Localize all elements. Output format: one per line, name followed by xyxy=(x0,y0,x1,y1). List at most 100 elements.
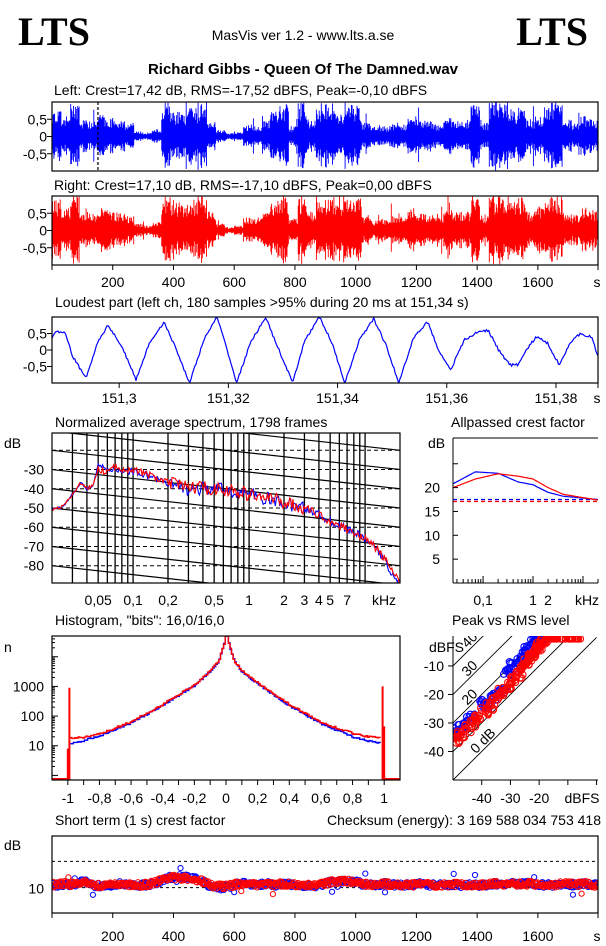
peak-rms-point-right xyxy=(574,636,583,643)
x-tick-label: -0,2 xyxy=(182,790,206,806)
peak-rms-point-right xyxy=(455,739,463,747)
x-tick-label: 0,6 xyxy=(311,790,331,806)
slope-reference-line xyxy=(52,507,400,548)
loudest-part-trace xyxy=(52,317,598,383)
crest-reference-line xyxy=(453,637,597,780)
x-unit-label: s xyxy=(594,928,601,944)
x-tick-label: 151,34 xyxy=(316,390,359,406)
y-tick-label: 0 xyxy=(39,129,47,145)
crest-line-label: 30 xyxy=(458,657,480,679)
allpassed-plot xyxy=(453,471,598,503)
histogram-frame xyxy=(51,635,401,781)
crest-point-right xyxy=(472,882,479,890)
x-tick-label: 1600 xyxy=(522,274,553,290)
x-tick-label: 1 xyxy=(529,592,537,608)
peak-rms-point-right xyxy=(506,677,515,685)
histogram-y-label: n xyxy=(4,639,12,655)
x-tick-label: 5 xyxy=(326,592,334,608)
allpassed-right-series xyxy=(453,473,598,501)
y-tick-label: 0,5 xyxy=(28,326,48,342)
peak-rms-point-right xyxy=(553,636,562,643)
peak-rms-point-right xyxy=(461,721,469,729)
peak-rms-point-right xyxy=(569,636,577,643)
x-unit-label: s xyxy=(594,390,601,406)
x-tick-label: -0,8 xyxy=(87,790,111,806)
x-unit-label: s xyxy=(594,274,601,290)
lts-logo-left: LTS xyxy=(18,9,90,54)
x-tick-label: 2 xyxy=(280,592,288,608)
crest-point-left xyxy=(177,865,184,872)
y-tick-label: -50 xyxy=(24,500,44,516)
y-tick-label: -0,5 xyxy=(23,359,47,375)
slope-reference-line xyxy=(52,643,400,681)
crest-point-left xyxy=(471,871,479,879)
crest-point-right xyxy=(593,882,598,889)
allpassed-y-label: dB xyxy=(428,435,445,451)
crest-point-right xyxy=(524,883,531,890)
x-tick-label: 400 xyxy=(162,274,186,290)
crest-point-right xyxy=(238,888,245,895)
waveform-left-title: Left: Crest=17,42 dB, RMS=-17,52 dBFS, P… xyxy=(54,82,427,98)
spectrum-y-label: dB xyxy=(4,435,21,451)
x-tick-label: 1 xyxy=(245,592,253,608)
x-tick-label: -30 xyxy=(500,790,520,806)
x-tick-label: -40 xyxy=(472,790,492,806)
crest-point-left xyxy=(569,891,577,898)
y-tick-label: 0,5 xyxy=(28,111,48,127)
slope-reference-line xyxy=(52,565,215,583)
x-tick-label: 151,3 xyxy=(102,390,137,406)
slope-reference-line xyxy=(52,488,400,528)
crest-point-right xyxy=(65,874,72,881)
x-tick-label: -20 xyxy=(529,790,549,806)
loudest-part-title: Loudest part (left ch, 180 samples >95% … xyxy=(55,294,469,310)
y-tick-label: 0,5 xyxy=(28,205,48,221)
short-term-crest-y-label: dB xyxy=(4,837,21,853)
peak-rms-point-right xyxy=(477,704,485,712)
x-tick-label: 200 xyxy=(101,928,125,944)
x-unit-label: kHz xyxy=(372,592,396,608)
app-title: MasVis ver 1.2 - www.lts.a.se xyxy=(212,27,395,43)
waveform-left xyxy=(52,102,598,171)
x-tick-label: 1000 xyxy=(340,274,371,290)
x-tick-label: 1600 xyxy=(522,928,553,944)
x-tick-label: 1200 xyxy=(401,274,432,290)
x-tick-label: 0,8 xyxy=(343,790,363,806)
x-tick-label: 1400 xyxy=(462,928,493,944)
waveform-right-trace xyxy=(52,196,598,265)
y-tick-label: 100 xyxy=(21,708,45,724)
waveform-left-trace xyxy=(52,102,598,171)
x-tick-label: 400 xyxy=(162,928,186,944)
peak-rms-point-right xyxy=(497,691,505,699)
y-tick-label: 10 xyxy=(28,738,44,754)
y-tick-label: 5 xyxy=(432,551,440,567)
crest-reference-line xyxy=(453,636,513,695)
crest-reference-line xyxy=(453,636,484,667)
x-tick-label: 0,1 xyxy=(123,592,143,608)
crest-point-right xyxy=(304,883,311,891)
y-tick-label: -40 xyxy=(24,481,44,497)
crest-point-left xyxy=(329,888,336,895)
y-tick-label: 20 xyxy=(424,480,440,496)
loudest-part-plot xyxy=(52,317,598,383)
peak-vs-rms-title: Peak vs RMS level xyxy=(452,612,569,628)
x-tick-label: 4 xyxy=(315,592,323,608)
x-tick-label: 151,32 xyxy=(207,390,250,406)
x-unit-label: kHz xyxy=(575,592,599,608)
peak-rms-point-right xyxy=(460,733,468,742)
x-tick-label: -0,6 xyxy=(119,790,143,806)
waveform-right xyxy=(52,196,598,265)
y-tick-label: -40 xyxy=(424,743,444,759)
waveform-right-title: Right: Crest=17,10 dB, RMS=-17,10 dBFS, … xyxy=(54,177,432,193)
peak-rms-point-right xyxy=(537,640,545,649)
crest-line-label: 20 xyxy=(458,685,480,707)
spectrum-title: Normalized average spectrum, 1798 frames xyxy=(55,414,327,430)
histogram-plot xyxy=(52,636,400,780)
x-tick-label: 1400 xyxy=(462,274,493,290)
crest-point-left xyxy=(89,891,97,898)
slope-reference-line xyxy=(63,433,400,471)
y-tick-label: 15 xyxy=(424,503,440,519)
checksum-text: Checksum (energy): 3 169 588 034 753 418 xyxy=(327,812,601,828)
x-tick-label: 0,2 xyxy=(158,592,178,608)
x-tick-label: 1000 xyxy=(340,928,371,944)
